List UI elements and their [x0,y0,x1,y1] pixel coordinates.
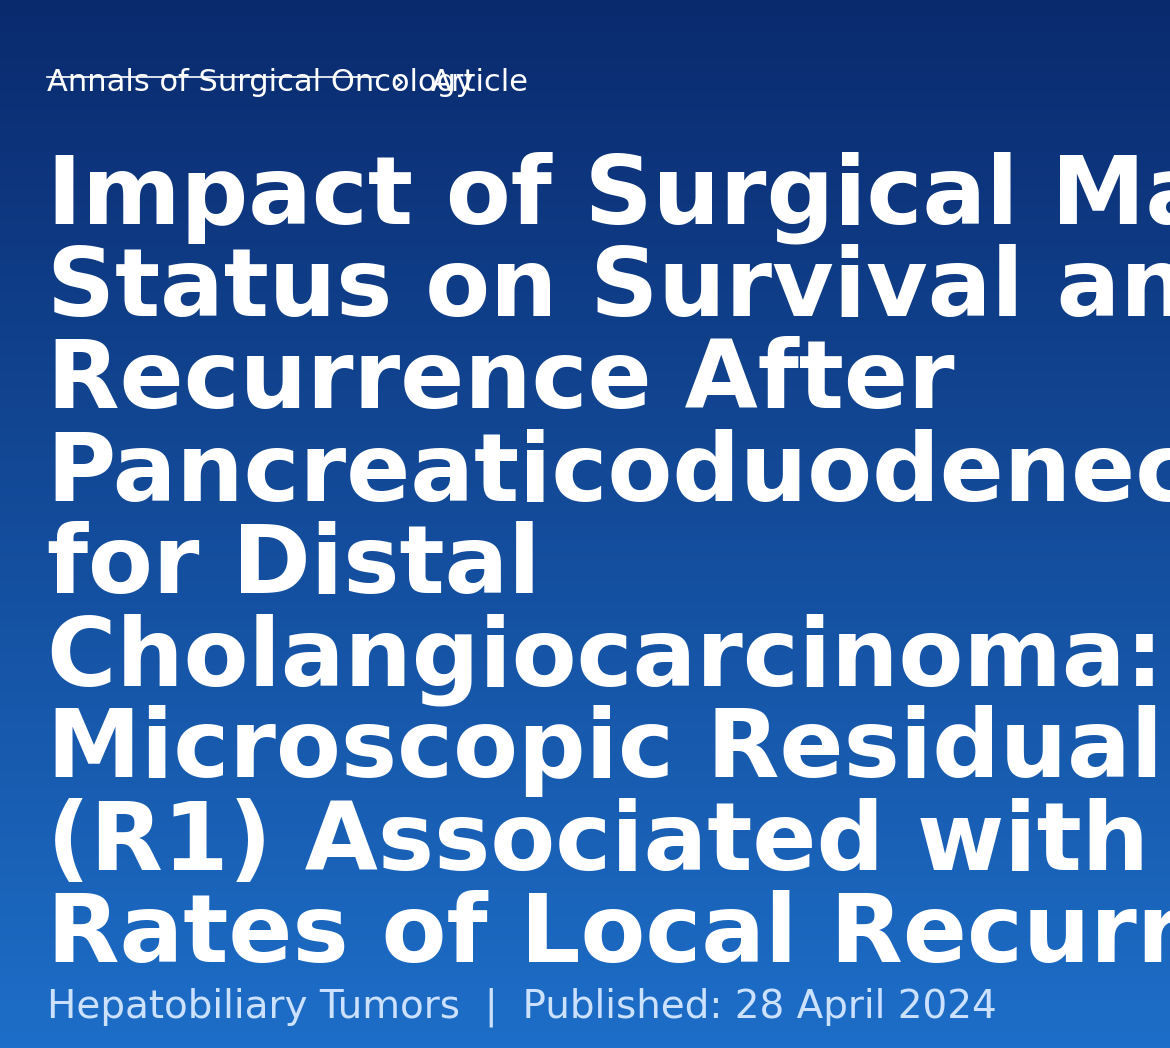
Text: Article: Article [431,68,529,97]
Text: Recurrence After: Recurrence After [47,336,955,429]
Text: Hepatobiliary Tumors  |  Published: 28 April 2024: Hepatobiliary Tumors | Published: 28 Apr… [47,987,997,1027]
Text: ›: › [392,68,404,97]
Text: for Distal: for Distal [47,521,541,613]
Text: (R1) Associated with Higher: (R1) Associated with Higher [47,798,1170,890]
Text: Rates of Local Recurrence?: Rates of Local Recurrence? [47,890,1170,982]
Text: Status on Survival and: Status on Survival and [47,244,1170,336]
Text: Cholangiocarcinoma: Is: Cholangiocarcinoma: Is [47,613,1170,705]
Text: Impact of Surgical Margin: Impact of Surgical Margin [47,152,1170,244]
Text: Annals of Surgical Oncology: Annals of Surgical Oncology [47,68,474,97]
Text: Microscopic Residual Tumor: Microscopic Residual Tumor [47,705,1170,798]
Text: Pancreaticoduodenectomy: Pancreaticoduodenectomy [47,429,1170,521]
